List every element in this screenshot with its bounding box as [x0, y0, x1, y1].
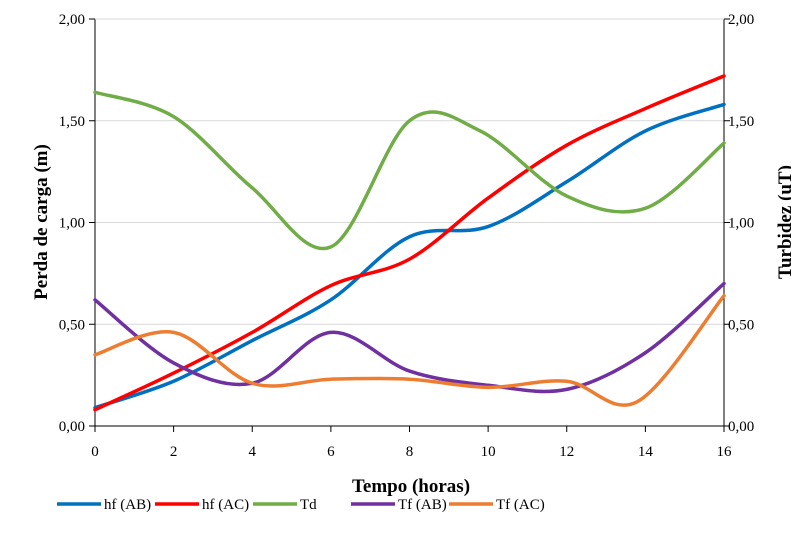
- x-tick-label: 6: [327, 444, 335, 460]
- series-lines: [93, 74, 726, 412]
- series-line-hf-ac: [93, 74, 726, 412]
- legend-item-tf-ac: Tf (AC): [449, 497, 545, 513]
- legend-label: hf (AC): [202, 497, 249, 513]
- x-tick-label: 0: [91, 444, 99, 460]
- y2-tick-label: 0,50: [728, 317, 754, 333]
- series-line-hf-ab: [93, 102, 726, 410]
- y-tick-label: 1,00: [59, 216, 85, 232]
- x-tick-label: 10: [481, 444, 496, 460]
- y2-tick-label: 2,00: [728, 12, 754, 28]
- legend-label: Td: [300, 497, 317, 513]
- y2-tick-label: 0,00: [728, 419, 754, 435]
- legend-label: Tf (AB): [398, 497, 447, 513]
- legend-item-hf-ac: hf (AC): [155, 497, 249, 513]
- x-tick-label: 16: [717, 444, 733, 460]
- legend: hf (AB) hf (AC) Td Tf (AB) Tf (AC): [57, 497, 545, 513]
- x-tick-label: 4: [249, 444, 257, 460]
- x-tick-label: 8: [406, 444, 414, 460]
- series-line-tf-ac: [93, 294, 726, 407]
- series-line-td: [93, 90, 726, 251]
- x-tick-label: 2: [170, 444, 178, 460]
- y-tick-label: 2,00: [59, 12, 85, 28]
- x-tick-label: 12: [559, 444, 574, 460]
- tick-labels: 0,00 0,50 1,00 1,50 2,00 0,00 0,50 1,00 1,50 2,00…: [59, 12, 755, 460]
- legend-item-tf-ab: Tf (AB): [351, 497, 447, 513]
- x-axis-title: Tempo (horas): [352, 476, 470, 497]
- legend-item-hf-ab: hf (AB): [57, 497, 151, 513]
- y2-tick-label: 1,00: [728, 216, 754, 232]
- legend-label: Tf (AC): [496, 497, 545, 513]
- series-line-tf-ab: [93, 281, 726, 394]
- plot-frame: [89, 18, 730, 432]
- y2-tick-label: 1,50: [728, 114, 754, 130]
- x-tick-label: 14: [638, 444, 654, 460]
- y2-axis-title: Turbidez (uT): [775, 165, 791, 279]
- legend-label: hf (AB): [104, 497, 151, 513]
- y-tick-label: 1,50: [59, 114, 85, 130]
- legend-item-td: Td: [253, 497, 317, 513]
- y-axis-title: Perda de carga (m): [31, 144, 52, 300]
- y-tick-label: 0,50: [59, 317, 85, 333]
- y-tick-label: 0,00: [59, 419, 85, 435]
